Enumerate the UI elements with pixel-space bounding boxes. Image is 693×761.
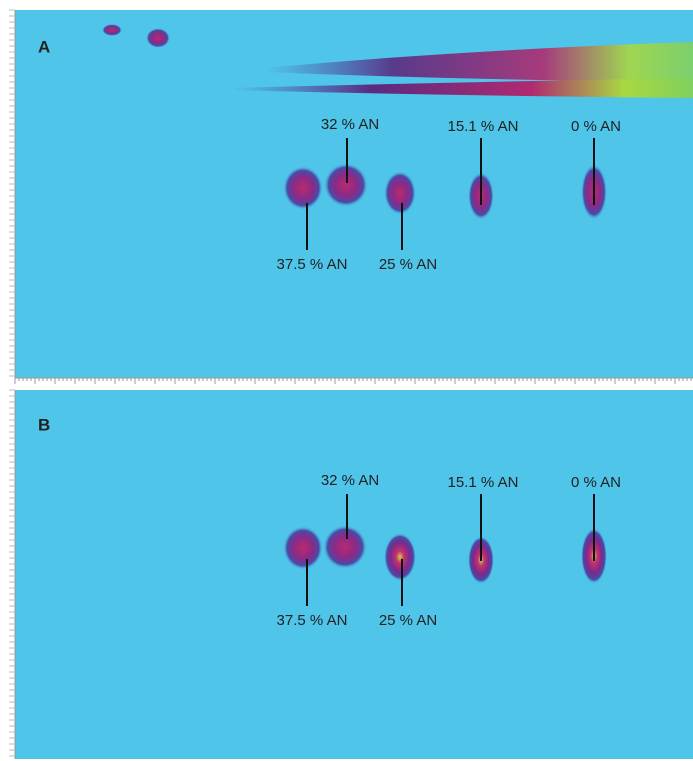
- annotations: 32 % AN 15.1 % AN 0 % AN 37.5 % AN 25 % AN 32…: [277, 116, 621, 629]
- peak-label: 0 % AN: [571, 474, 621, 491]
- streak: [232, 78, 693, 98]
- spot: [324, 163, 368, 207]
- spot: [283, 166, 323, 210]
- spot: [323, 525, 367, 569]
- spot: [384, 171, 416, 215]
- streak: [265, 42, 693, 82]
- peak-label: 37.5 % AN: [277, 612, 348, 629]
- peak-label: 15.1 % AN: [448, 474, 519, 491]
- peak-label: 25 % AN: [379, 612, 437, 629]
- spot: [146, 28, 170, 48]
- peak-label: 37.5 % AN: [277, 256, 348, 273]
- peak-label: 25 % AN: [379, 256, 437, 273]
- ticks: [9, 9, 692, 757]
- peak-label: 32 % AN: [321, 116, 379, 133]
- spot: [384, 533, 416, 581]
- panel-b-bg: [15, 390, 693, 759]
- spot: [102, 24, 122, 36]
- peak-label: 0 % AN: [571, 118, 621, 135]
- spot: [283, 526, 323, 570]
- panel-label: B: [38, 415, 50, 434]
- peak-label: 32 % AN: [321, 472, 379, 489]
- panel-label: A: [38, 37, 50, 56]
- peak-label: 15.1 % AN: [448, 118, 519, 135]
